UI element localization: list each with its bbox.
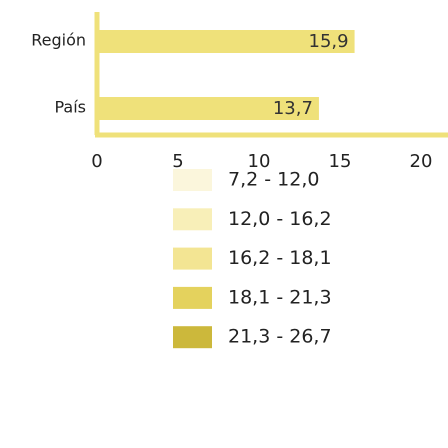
legend-label: 21,3 - 26,7 [228,326,332,348]
legend-swatch [173,326,212,349]
x-tick-label: 0 [91,151,102,172]
legend-swatch [173,208,212,231]
value-label: 15,9 [309,31,349,52]
legend-label: 18,1 - 21,3 [228,286,332,308]
legend-label: 16,2 - 18,1 [228,247,332,269]
x-tick-label: 20 [410,151,433,172]
legend-swatch [173,169,212,191]
legend-swatch [173,286,212,309]
bar [97,30,355,53]
category-label: Región [31,31,86,50]
legend-swatch [173,247,212,270]
x-tick-label: 5 [172,151,183,172]
legend-label: 7,2 - 12,0 [228,169,319,191]
category-label: País [54,98,86,117]
x-tick-label: 15 [329,151,352,172]
value-label: 13,7 [273,98,313,119]
x-tick-label: 10 [248,151,271,172]
legend-label: 12,0 - 16,2 [228,208,332,230]
bar [97,97,319,120]
